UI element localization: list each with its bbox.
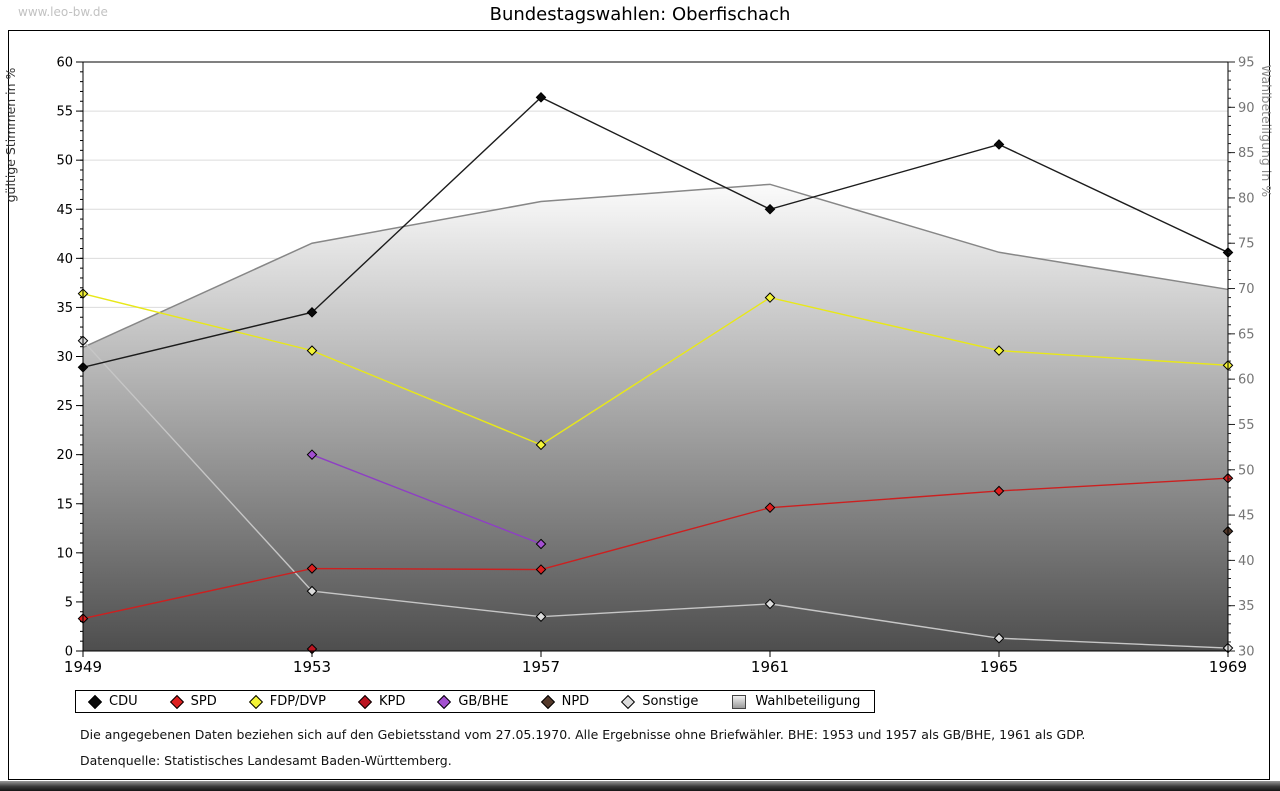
series-spd-point: [993, 485, 1005, 497]
svg-text:85: 85: [1238, 146, 1255, 161]
legend-label: GB/BHE: [458, 694, 509, 709]
right-axis: 30 35 40 45 50 55 60 65 70 75 80 85 90 95: [1228, 56, 1255, 660]
svg-text:75: 75: [1238, 237, 1255, 252]
turnout-area: [83, 184, 1228, 652]
series-gb-bhe-line: [311, 454, 542, 545]
series-cdu-point: [306, 307, 318, 318]
svg-text:65: 65: [1238, 327, 1255, 342]
legend-item-spd: SPD: [169, 694, 217, 709]
series-fdp-dvp-point: [993, 345, 1005, 356]
svg-text:45: 45: [1238, 509, 1255, 524]
legend-label: NPD: [561, 694, 590, 709]
svg-text:30: 30: [1238, 645, 1255, 660]
series-fdp-dvp-point: [535, 439, 547, 451]
legend-label: CDU: [109, 694, 138, 709]
series-cdu-point: [535, 92, 547, 103]
series-spd-point: [306, 563, 318, 574]
legend-item-kpd: KPD: [357, 694, 406, 709]
series-fdp-dvp-line: [82, 292, 1229, 446]
chart-legend: CDU SPD FDP/DVP KPD GB/BHE NPD Sonstige Wahlbet…: [75, 690, 876, 713]
svg-text:40: 40: [56, 252, 73, 267]
series-sonstige-point: [535, 611, 547, 622]
legend-diamond-swatch: [621, 694, 636, 709]
site-watermark: www.leo-bw.de: [18, 5, 108, 19]
footnote-datenquelle: Datenquelle: Statistisches Landesamt Bad…: [80, 753, 452, 768]
series-cdu-point: [993, 139, 1005, 150]
series-fdp-dvp-point: [764, 292, 776, 303]
series-spd-point: [535, 564, 547, 575]
right-axis-title: Wahlbeteiligung in %: [1259, 65, 1274, 197]
svg-text:60: 60: [56, 56, 73, 71]
legend-label: KPD: [378, 694, 406, 709]
legend-label: SPD: [190, 694, 217, 709]
legend-square-swatch: [732, 694, 747, 709]
legend-diamond-swatch: [540, 694, 555, 709]
legend-item-cdu: CDU: [87, 694, 138, 709]
left-axis-title: gültige Stimmen in %: [3, 67, 18, 202]
legend-item-sonstige: Sonstige: [621, 694, 699, 709]
series-fdp-dvp-point: [306, 345, 318, 356]
series-sonstige-point: [764, 598, 776, 610]
series-sonstige-point: [306, 585, 318, 597]
svg-text:10: 10: [56, 546, 73, 561]
svg-text:95: 95: [1238, 56, 1255, 71]
series-gb-bhe-point: [535, 538, 547, 550]
legend-diamond-swatch: [357, 694, 373, 709]
x-axis: 1949 1953 1957 1961 1965 1969: [64, 651, 1247, 676]
chart-title: Bundestagswahlen: Oberfischach: [489, 4, 791, 25]
svg-text:50: 50: [1238, 463, 1255, 478]
legend-item-npd: NPD: [540, 694, 590, 709]
legend-diamond-swatch: [169, 694, 184, 709]
legend-item-wahlbeteiligung: Wahlbeteiligung: [732, 694, 860, 709]
svg-text:15: 15: [56, 497, 73, 512]
svg-text:50: 50: [56, 154, 73, 169]
chart-frame: [8, 30, 1270, 780]
svg-text:35: 35: [1238, 599, 1255, 614]
legend-label: Sonstige: [642, 694, 699, 709]
series-gb-bhe-point: [306, 449, 318, 460]
series-gb-bhe: [306, 449, 547, 550]
series-spd: [77, 472, 1234, 624]
svg-text:0: 0: [65, 645, 73, 660]
svg-text:55: 55: [56, 105, 73, 120]
series-spd-point: [764, 502, 776, 513]
legend-diamond-swatch: [248, 694, 263, 709]
legend-label: Wahlbeteiligung: [755, 694, 861, 709]
svg-text:35: 35: [56, 301, 73, 316]
series-sonstige-line: [82, 340, 1229, 649]
series-sonstige-point: [993, 632, 1005, 644]
svg-text:1953: 1953: [293, 658, 331, 676]
legend-item-fdp-dvp: FDP/DVP: [248, 694, 326, 709]
left-axis: 0 5 10 15 20 25 30 35 40 45 50 55 60: [56, 56, 83, 660]
turnout-area-boundary: [82, 183, 1229, 349]
svg-text:20: 20: [56, 448, 73, 463]
svg-text:45: 45: [56, 203, 73, 218]
svg-text:1965: 1965: [980, 658, 1018, 676]
legend-label: FDP/DVP: [269, 694, 326, 709]
svg-text:60: 60: [1238, 373, 1255, 388]
svg-text:1961: 1961: [751, 658, 789, 676]
svg-text:55: 55: [1238, 418, 1255, 433]
bottom-border-bar: [0, 781, 1280, 791]
svg-text:40: 40: [1238, 554, 1255, 569]
svg-text:1957: 1957: [522, 658, 560, 676]
legend-diamond-swatch: [437, 694, 452, 709]
series-spd-line: [82, 477, 1229, 620]
svg-text:1949: 1949: [64, 658, 102, 676]
svg-text:80: 80: [1238, 191, 1255, 206]
svg-text:25: 25: [56, 399, 73, 414]
series-cdu-point: [764, 203, 776, 215]
svg-text:5: 5: [65, 595, 73, 610]
svg-text:1969: 1969: [1209, 658, 1247, 676]
svg-text:70: 70: [1238, 282, 1255, 297]
legend-diamond-swatch: [87, 694, 103, 709]
svg-text:90: 90: [1238, 101, 1255, 116]
svg-text:30: 30: [56, 350, 73, 365]
legend-item-gb-bhe: GB/BHE: [437, 694, 509, 709]
series-cdu-line: [82, 96, 1229, 368]
footnote-gebietsstand: Die angegebenen Daten beziehen sich auf …: [80, 727, 1086, 742]
